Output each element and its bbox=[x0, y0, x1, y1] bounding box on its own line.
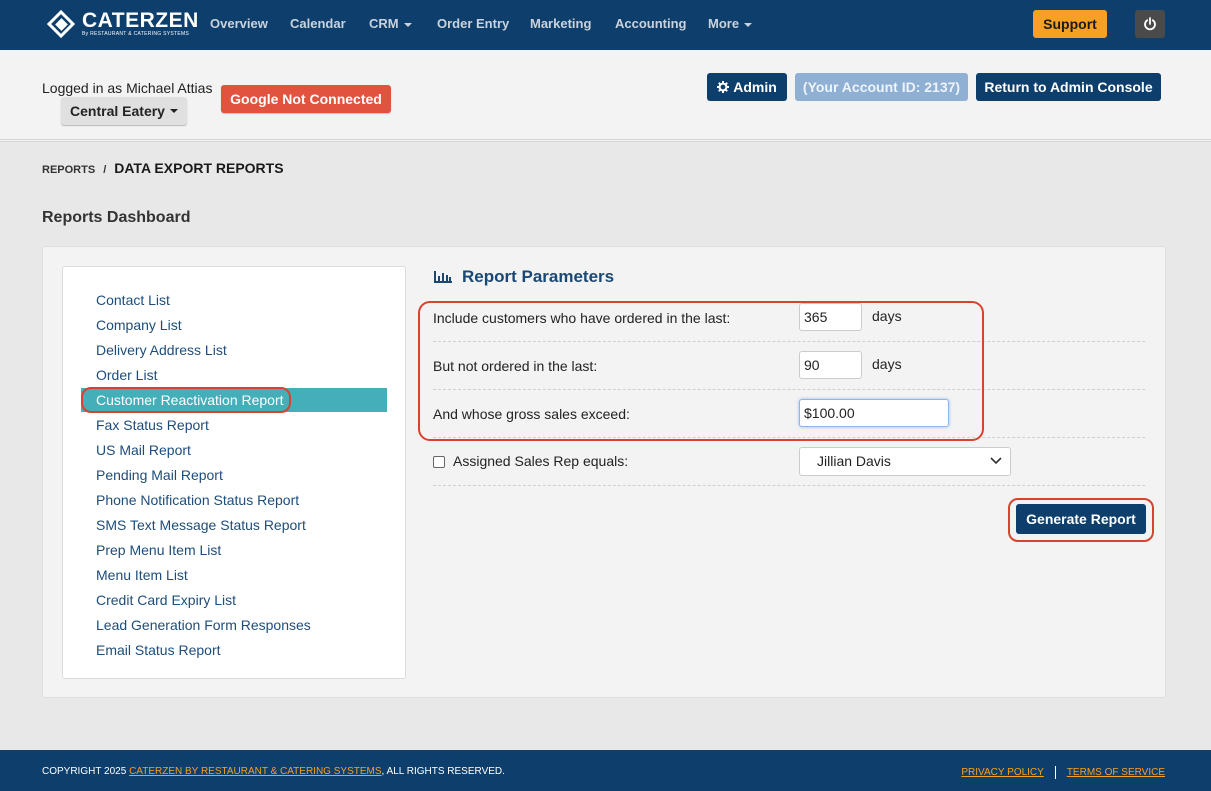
days-unit: days bbox=[872, 356, 902, 372]
reports-panel: Contact List Company List Delivery Addre… bbox=[42, 246, 1166, 698]
report-prep-menu-item-list[interactable]: Prep Menu Item List bbox=[96, 542, 222, 558]
terms-of-service-link[interactable]: TERMS OF SERVICE bbox=[1066, 767, 1165, 778]
report-parameters-heading: Report Parameters bbox=[433, 267, 614, 287]
privacy-policy-link[interactable]: PRIVACY POLICY bbox=[961, 767, 1044, 778]
nav-order-entry[interactable]: Order Entry bbox=[437, 16, 510, 31]
return-admin-console-button[interactable]: Return to Admin Console bbox=[976, 73, 1161, 101]
param-ordered-in-last: Include customers who have ordered in th… bbox=[433, 294, 1145, 342]
report-customer-reactivation[interactable]: Customer Reactivation Report bbox=[81, 388, 387, 412]
report-sms-status[interactable]: SMS Text Message Status Report bbox=[96, 517, 306, 533]
breadcrumb-separator: / bbox=[103, 164, 107, 176]
report-us-mail[interactable]: US Mail Report bbox=[96, 442, 191, 458]
chevron-down-icon bbox=[744, 22, 753, 27]
report-lead-generation-responses[interactable]: Lead Generation Form Responses bbox=[96, 617, 311, 633]
nav-crm[interactable]: CRM bbox=[369, 16, 412, 31]
report-delivery-address-list[interactable]: Delivery Address List bbox=[96, 342, 227, 358]
caterzen-logo[interactable]: CaterZen By RESTAURANT & CATERING SYSTEM… bbox=[46, 9, 199, 39]
report-order-list[interactable]: Order List bbox=[96, 367, 158, 383]
days-unit: days bbox=[872, 308, 902, 324]
google-connect-button[interactable]: Google Not Connected bbox=[221, 85, 391, 113]
breadcrumb-current: DATA EXPORT REPORTS bbox=[114, 160, 284, 176]
report-contact-list[interactable]: Contact List bbox=[96, 292, 170, 308]
logo-diamond-icon bbox=[46, 9, 76, 39]
breadcrumb: REPORTS / DATA EXPORT REPORTS bbox=[42, 160, 284, 176]
chevron-down-icon bbox=[403, 22, 412, 27]
account-id-badge: (Your Account ID: 2137) bbox=[795, 73, 968, 101]
report-pending-mail[interactable]: Pending Mail Report bbox=[96, 467, 223, 483]
nav-marketing[interactable]: Marketing bbox=[530, 16, 592, 31]
breadcrumb-reports[interactable]: REPORTS bbox=[42, 164, 96, 176]
location-dropdown[interactable]: Central Eatery bbox=[61, 97, 187, 125]
admin-button[interactable]: Admin bbox=[707, 73, 787, 101]
gross-sales-input[interactable]: $100.00 bbox=[799, 399, 949, 427]
logout-button[interactable] bbox=[1135, 10, 1165, 38]
sales-rep-select[interactable]: Jillian Davis bbox=[799, 447, 1011, 476]
brand-name: CaterZen bbox=[82, 8, 199, 32]
top-navbar: CaterZen By RESTAURANT & CATERING SYSTEM… bbox=[0, 0, 1211, 50]
not-ordered-days-input[interactable]: 90 bbox=[799, 351, 862, 379]
report-email-status[interactable]: Email Status Report bbox=[96, 642, 221, 658]
ordered-in-last-label: Include customers who have ordered in th… bbox=[433, 310, 731, 326]
footer-links: PRIVACY POLICY TERMS OF SERVICE bbox=[961, 766, 1165, 779]
brand-subtitle: By RESTAURANT & CATERING SYSTEMS bbox=[82, 30, 190, 37]
param-sales-rep: Assigned Sales Rep equals: Jillian Davis bbox=[433, 438, 1145, 486]
chevron-down-icon bbox=[169, 109, 178, 113]
gross-sales-label: And whose gross sales exceed: bbox=[433, 406, 630, 422]
bar-chart-icon bbox=[434, 271, 452, 283]
not-ordered-label: But not ordered in the last: bbox=[433, 358, 598, 374]
nav-accounting[interactable]: Accounting bbox=[615, 16, 687, 31]
page-title: Reports Dashboard bbox=[42, 209, 191, 226]
sales-rep-checkbox[interactable] bbox=[433, 456, 445, 468]
param-not-ordered-in-last: But not ordered in the last: 90 days bbox=[433, 342, 1145, 390]
footer: COPYRIGHT 2025 CATERZEN BY RESTAURANT & … bbox=[0, 750, 1211, 791]
logged-in-text: Logged in as Michael Attias bbox=[42, 80, 213, 96]
report-credit-card-expiry[interactable]: Credit Card Expiry List bbox=[96, 592, 237, 608]
footer-divider bbox=[1054, 766, 1056, 779]
report-list: Contact List Company List Delivery Addre… bbox=[62, 266, 406, 679]
param-gross-sales: And whose gross sales exceed: $100.00 bbox=[433, 390, 1145, 438]
report-company-list[interactable]: Company List bbox=[96, 317, 182, 333]
nav-calendar[interactable]: Calendar bbox=[290, 16, 346, 31]
copyright: COPYRIGHT 2025 CATERZEN BY RESTAURANT & … bbox=[42, 766, 505, 777]
report-menu-item-list[interactable]: Menu Item List bbox=[96, 567, 188, 583]
nav-more[interactable]: More bbox=[708, 16, 753, 31]
report-fax-status[interactable]: Fax Status Report bbox=[96, 417, 209, 433]
power-icon bbox=[1144, 17, 1156, 31]
account-bar: Logged in as Michael Attias Central Eate… bbox=[0, 50, 1211, 142]
nav-overview[interactable]: Overview bbox=[210, 16, 268, 31]
support-button[interactable]: Support bbox=[1033, 10, 1107, 38]
generate-report-button[interactable]: Generate Report bbox=[1016, 504, 1146, 534]
chevron-down-icon bbox=[990, 457, 1002, 465]
caterzen-link[interactable]: CATERZEN BY RESTAURANT & CATERING SYSTEM… bbox=[129, 766, 382, 777]
sales-rep-label: Assigned Sales Rep equals: bbox=[453, 453, 629, 469]
gear-icon bbox=[717, 81, 730, 93]
report-phone-notification-status[interactable]: Phone Notification Status Report bbox=[96, 492, 300, 508]
ordered-days-input[interactable]: 365 bbox=[799, 303, 862, 331]
